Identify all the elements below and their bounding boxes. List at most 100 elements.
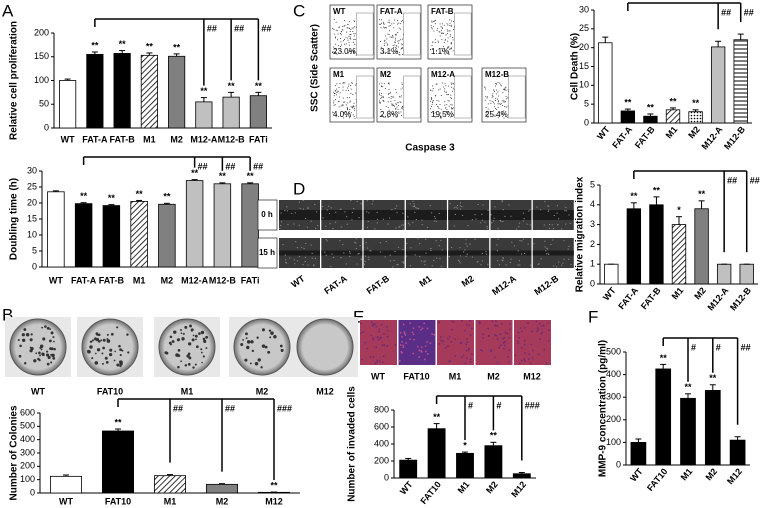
flow-dot	[504, 101, 506, 103]
flow-dot	[342, 89, 344, 91]
flow-dot	[500, 103, 501, 105]
cell-speck	[487, 327, 489, 330]
dish-label: FAT10	[97, 386, 123, 396]
y-tick-label: 500	[606, 346, 621, 356]
flow-dot	[401, 84, 403, 86]
flow-dot	[490, 113, 492, 115]
flow-gate	[356, 75, 374, 119]
flow-dot	[444, 83, 446, 85]
flow-dot	[394, 44, 396, 46]
flow-dot	[398, 27, 400, 29]
cell-speck	[506, 356, 509, 358]
cell-speck	[402, 346, 405, 349]
cell-speck	[523, 339, 526, 342]
flow-dot	[394, 34, 396, 36]
cell-speck	[364, 255, 367, 257]
colony	[171, 340, 175, 343]
flow-dot	[391, 36, 392, 38]
y-axis-label: Doubling time (h)	[9, 178, 20, 260]
flow-dot	[400, 102, 402, 104]
cell-speck	[361, 228, 363, 230]
x-tick-label: M1	[664, 124, 680, 140]
cell-speck	[528, 353, 530, 356]
flow-dot	[352, 107, 354, 109]
cell-speck	[421, 327, 424, 330]
wound-gap	[321, 210, 363, 220]
cell-speck	[420, 328, 422, 331]
y-tick-label: 800	[374, 404, 389, 414]
flow-dot	[354, 48, 356, 49]
flow-dot	[504, 113, 506, 115]
flow-dot	[340, 31, 342, 33]
cell-speck	[339, 240, 341, 242]
flow-dot	[449, 22, 451, 24]
flow-dot	[386, 52, 388, 54]
flow-dot	[383, 45, 385, 46]
cell-speck	[374, 362, 377, 365]
cell-speck	[424, 264, 426, 266]
cell-speck	[335, 211, 337, 213]
flow-dot	[443, 32, 445, 34]
colony	[19, 344, 22, 348]
flow-dot	[348, 112, 350, 114]
cell-speck	[454, 213, 456, 215]
flow-dot	[355, 84, 356, 86]
colony	[42, 337, 46, 341]
cell-speck	[519, 264, 521, 266]
cell-speck	[371, 324, 374, 326]
flow-dot	[397, 40, 399, 42]
cell-speck	[412, 327, 415, 329]
cell-speck	[565, 206, 567, 208]
flow-dot	[392, 105, 394, 107]
cell-speck	[517, 264, 519, 266]
cell-speck	[376, 218, 379, 220]
flow-plot	[376, 4, 422, 60]
flow-dot	[342, 29, 344, 31]
x-tick-label: M12	[265, 496, 283, 506]
flow-dot	[497, 107, 499, 109]
cell-speck	[297, 260, 299, 262]
flow-dot	[380, 97, 382, 99]
flow-dot	[392, 44, 394, 46]
flow-dot	[397, 23, 399, 25]
colony	[194, 334, 198, 338]
cell-speck	[315, 227, 317, 229]
cell-speck	[457, 259, 460, 261]
flow-dot	[494, 91, 496, 93]
flow-dot	[433, 20, 434, 22]
cell-speck	[487, 263, 489, 265]
flow-dot	[392, 104, 394, 106]
cell-speck	[424, 260, 426, 262]
cell-speck	[367, 220, 369, 222]
flow-dot	[431, 20, 433, 22]
cell-speck	[410, 247, 412, 249]
cell-speck	[387, 223, 389, 225]
cell-speck	[552, 239, 554, 241]
flow-dot	[350, 85, 352, 87]
flow-dot	[399, 54, 401, 56]
cell-speck	[430, 212, 433, 214]
cell-speck	[407, 222, 410, 224]
flow-dot	[452, 50, 454, 52]
cell-speck	[409, 224, 411, 226]
y-axis-label: Number of Colonies	[9, 405, 20, 500]
flow-dot	[338, 27, 340, 28]
cell-speck	[426, 353, 429, 355]
cell-speck	[519, 240, 521, 242]
significance-2: ##	[173, 403, 183, 413]
cell-speck	[379, 337, 381, 340]
flow-dot	[447, 37, 449, 39]
cell-speck	[401, 261, 403, 263]
flow-dot	[431, 103, 433, 105]
cell-speck	[430, 247, 432, 249]
flow-dot	[451, 107, 452, 109]
x-tick-label: M2	[692, 285, 708, 301]
flow-dot	[379, 83, 381, 85]
bar	[665, 109, 681, 124]
cell-speck	[441, 249, 443, 251]
dish-label: WT	[31, 386, 45, 396]
wound-gap	[363, 210, 405, 220]
significance: **	[173, 42, 181, 52]
flow-dot	[347, 37, 349, 39]
cell-speck	[429, 205, 431, 207]
